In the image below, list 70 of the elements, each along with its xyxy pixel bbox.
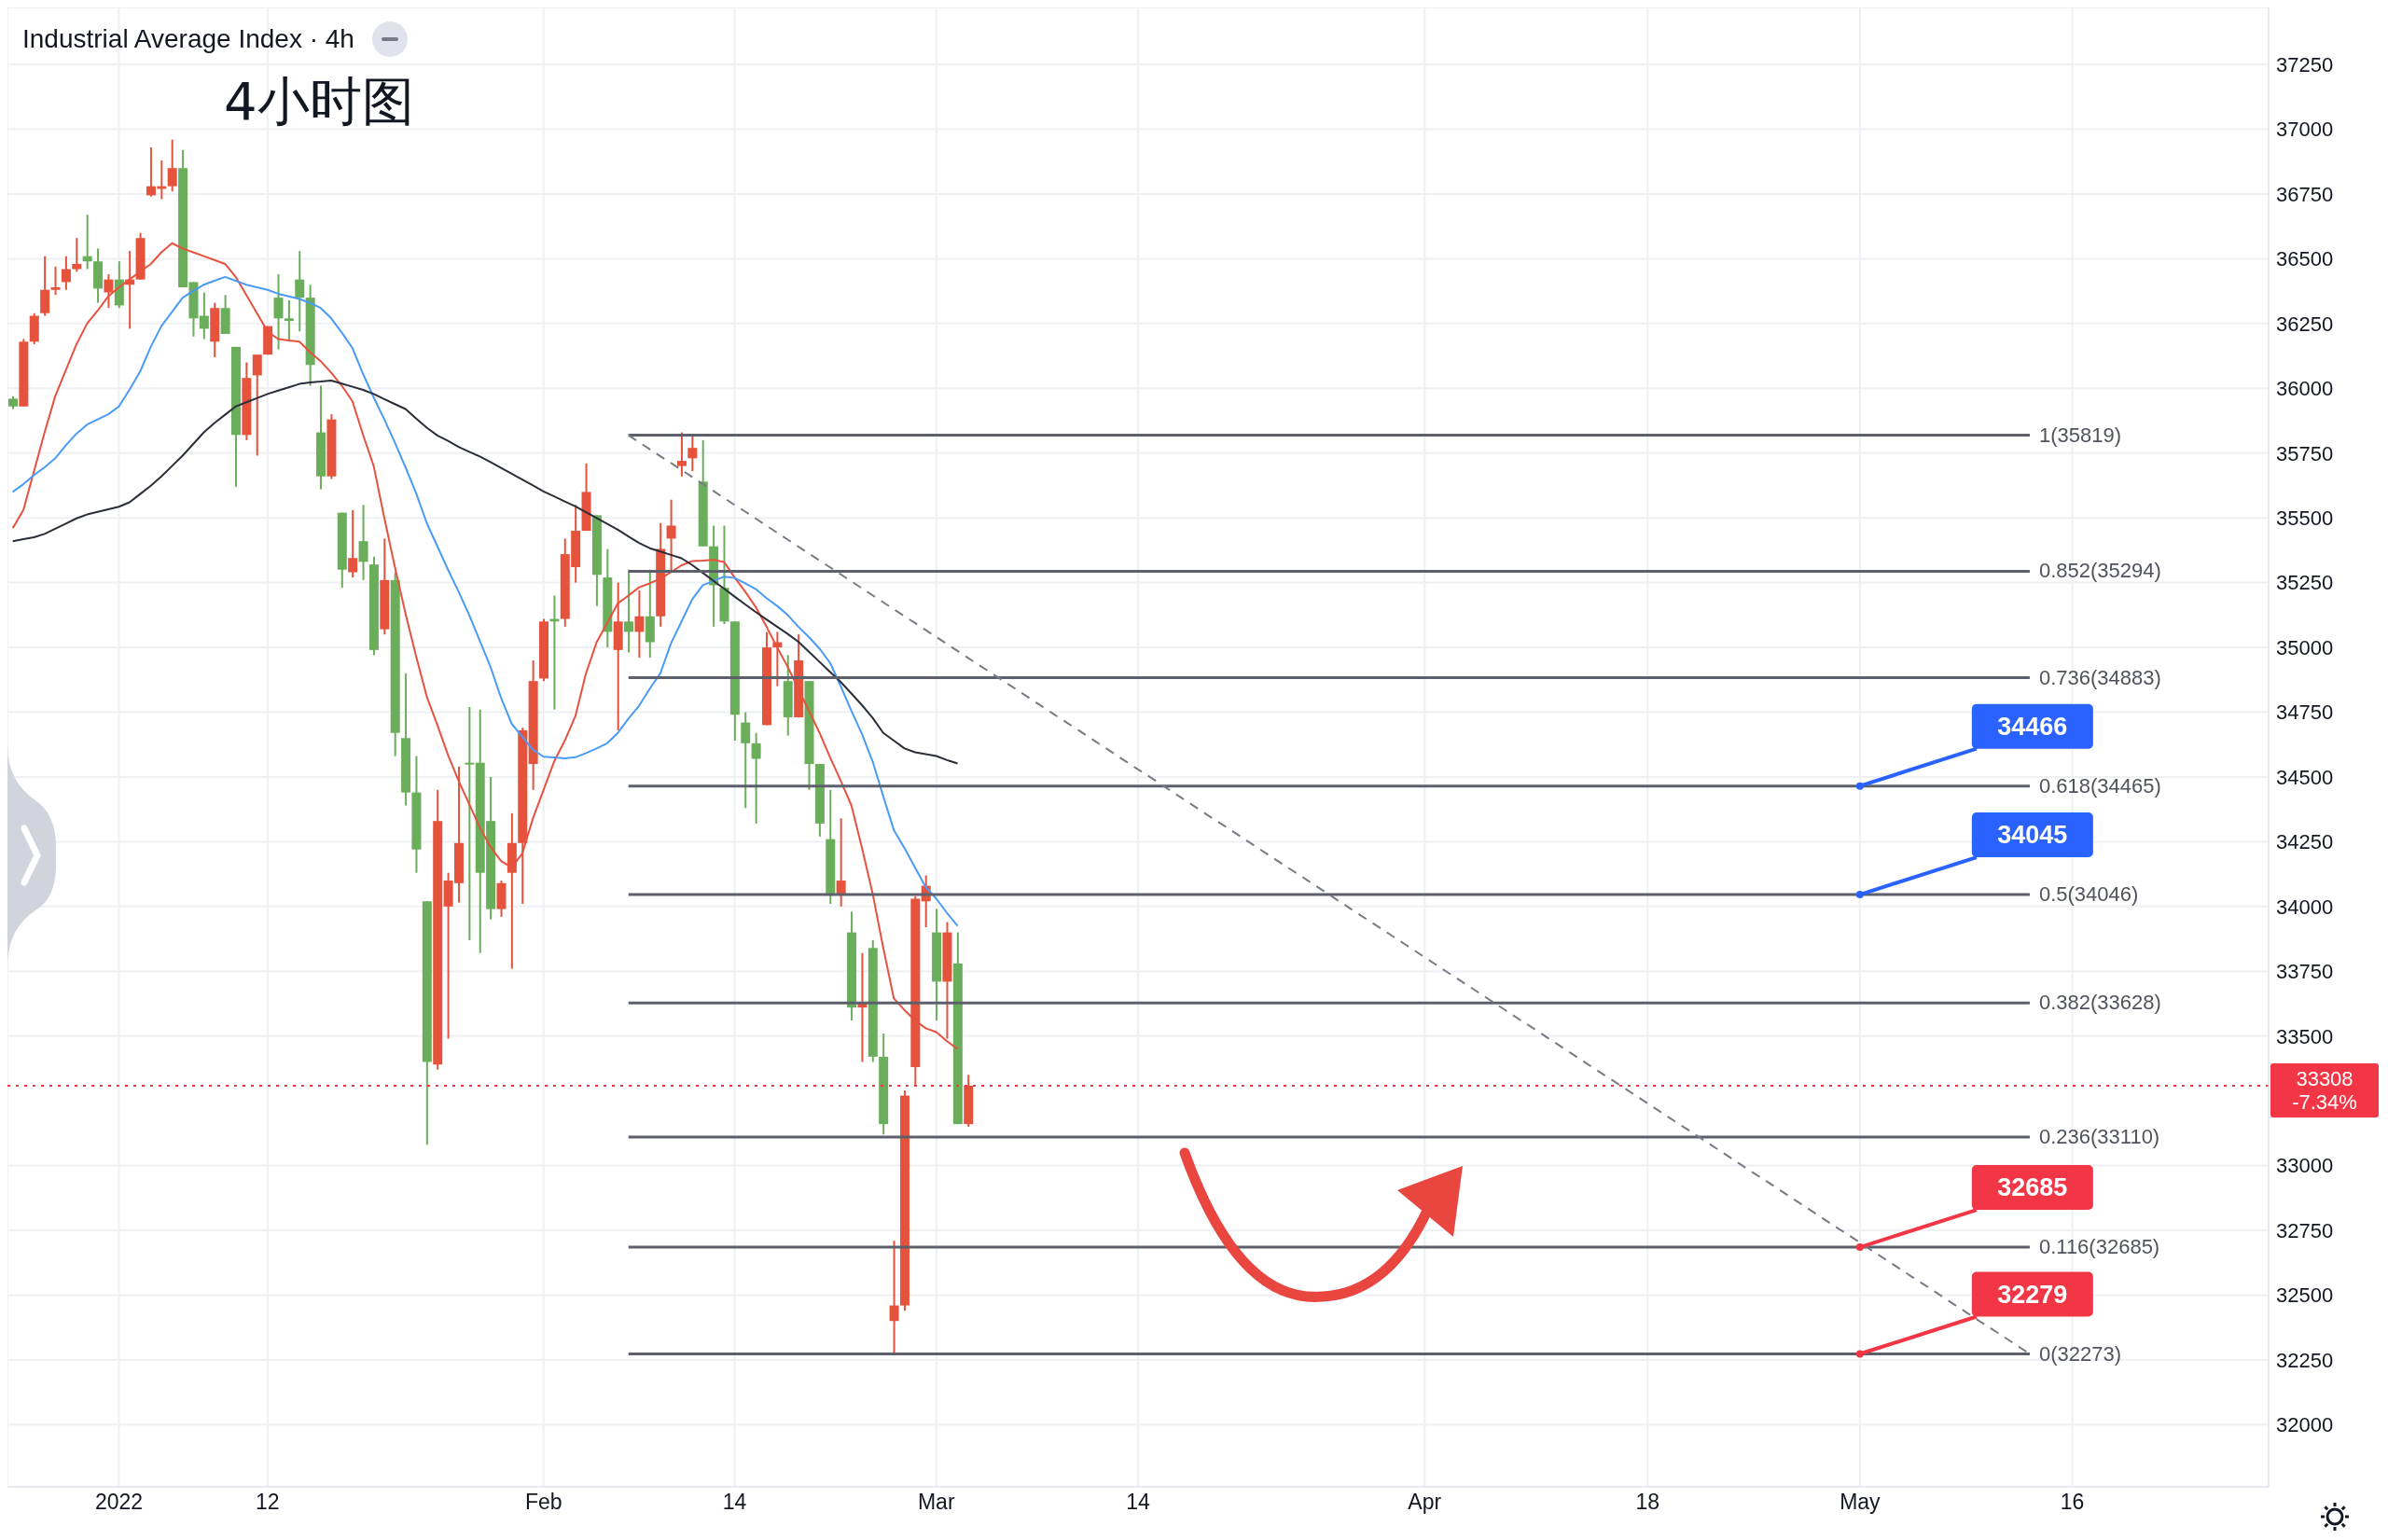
series-label: 0.236(33110) [2038,1125,2160,1149]
candlestick [358,504,368,581]
candlestick [889,1240,899,1355]
y-tick-label: 32000 [2276,1413,2334,1437]
candlestick [167,138,177,193]
candlestick [741,711,751,810]
y-tick-label: 34250 [2276,830,2334,854]
candlestick [687,434,698,473]
annotation: 32279 [1997,1280,2068,1309]
series-label: 0.736(34883) [2038,665,2161,689]
line-series [11,275,959,927]
x-tick-label: Apr [1408,1490,1442,1515]
y-tick-label: 33000 [2276,1154,2334,1178]
y-tick-label: 35500 [2276,506,2334,530]
annotation: 34466 [1997,712,2068,741]
y-tick-label: 33500 [2276,1024,2334,1048]
series-label: 0.116(32685) [2038,1235,2160,1259]
candlestick [50,265,61,297]
candlestick [199,291,209,340]
candlestick [751,731,761,825]
text: 4小时图 [224,70,414,133]
y-tick-label: 32250 [2276,1348,2334,1372]
y-tick-label: 34750 [2276,701,2334,725]
candlestick [104,273,114,310]
text: -7.34% [2292,1090,2357,1115]
candlestick [465,705,475,941]
y-tick-label: 36000 [2276,377,2334,401]
annotation: 34045 [1997,821,2068,850]
y-tick-label: 32750 [2276,1218,2334,1242]
candlestick [295,250,305,333]
ref-line-label: 33308 [2296,1067,2353,1091]
candlestick [72,237,82,273]
series-label: 1(35819) [2038,423,2122,447]
x-tick-label: 14 [1126,1490,1150,1515]
y-tick-label: 32500 [2276,1283,2334,1308]
candlestick [348,508,358,579]
x-tick-label: Mar [917,1490,955,1515]
y-tick-label: 34000 [2276,895,2334,919]
y-tick-label: 33750 [2276,960,2334,984]
x-tick-label: 14 [722,1490,747,1515]
x-tick-label: 2022 [94,1490,144,1515]
text: Industrial Average Index · 4h [22,24,354,54]
candlestick [273,273,284,351]
series-label: 0.382(33628) [2038,991,2161,1015]
y-tick-label: 37250 [2276,52,2334,76]
line-series [11,379,959,765]
y-tick-label: 35250 [2276,571,2334,595]
candlestick [61,255,71,291]
series-label: 0.5(34046) [2038,882,2139,907]
candlestick [634,589,645,659]
x-tick-label: 18 [1635,1490,1660,1515]
y-tick-label: 35750 [2276,441,2334,465]
series-label: 0.852(35294) [2038,559,2161,583]
candlestick [252,354,262,457]
x-tick-label: Feb [524,1490,562,1515]
y-tick-label: 34500 [2276,765,2334,789]
y-tick-label: 35000 [2276,635,2334,659]
y-tick-label: 36250 [2276,312,2334,336]
y-tick-label: 36500 [2276,247,2334,271]
x-tick-label: 12 [256,1490,280,1515]
y-tick-label: 37000 [2276,118,2334,142]
x-tick-label: 16 [2060,1490,2085,1515]
candlestick [676,431,687,478]
y-tick-label: 36750 [2276,182,2334,206]
annotation: 32685 [1997,1173,2068,1202]
candlestick [836,817,846,908]
series-label: 0.618(34465) [2038,773,2161,798]
candlestick [624,568,634,654]
x-tick-label: May [1840,1490,1881,1515]
series-label: 0(32273) [2038,1341,2122,1366]
